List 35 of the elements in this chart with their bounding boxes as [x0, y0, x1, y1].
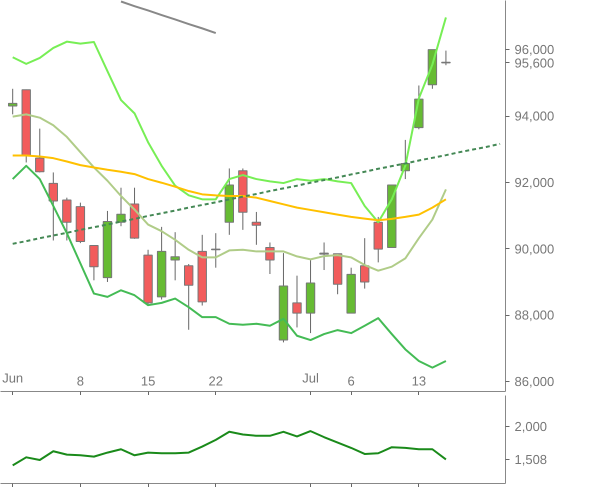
y-tick-label: 1,508	[514, 452, 548, 467]
candlestick	[62, 197, 72, 241]
line-series	[12, 164, 447, 369]
candlestick	[252, 211, 262, 246]
y-tick-label: 94,000	[514, 108, 554, 124]
y-tick-label: 95,600	[514, 55, 554, 70]
y-tick-label: 96,000	[514, 42, 554, 58]
line-series	[120, 0, 217, 34]
y-tick-label: 86,000	[514, 374, 554, 390]
x-tick-label: 6	[348, 374, 355, 388]
candlestick	[211, 232, 220, 268]
x-tick-label: 15	[140, 374, 156, 388]
y-tick-label: 88,000	[514, 308, 554, 323]
candlestick	[184, 264, 194, 330]
x-tick-label: 22	[208, 374, 224, 388]
candlestick	[48, 172, 58, 241]
line-series	[12, 142, 502, 245]
x-tick-label: 8	[76, 374, 84, 388]
x-tick-label: Jun	[2, 370, 24, 386]
candlestick	[292, 275, 302, 328]
candlestick	[360, 238, 370, 290]
candlestick	[170, 232, 180, 281]
line-series	[12, 430, 447, 466]
candlestick	[89, 244, 99, 281]
y-tick-label: 2,000	[514, 418, 548, 434]
x-tick-label: Jul	[302, 370, 319, 386]
candlestick	[319, 242, 329, 271]
candlestick	[35, 128, 44, 173]
x-tick-label: 13	[412, 374, 426, 388]
y-tick-label: 92,000	[514, 174, 554, 190]
y-tick-label: 90,000	[514, 241, 554, 256]
line-series	[12, 154, 447, 222]
line-series	[12, 16, 447, 224]
candlestick	[441, 50, 451, 66]
candlestick	[8, 88, 18, 115]
